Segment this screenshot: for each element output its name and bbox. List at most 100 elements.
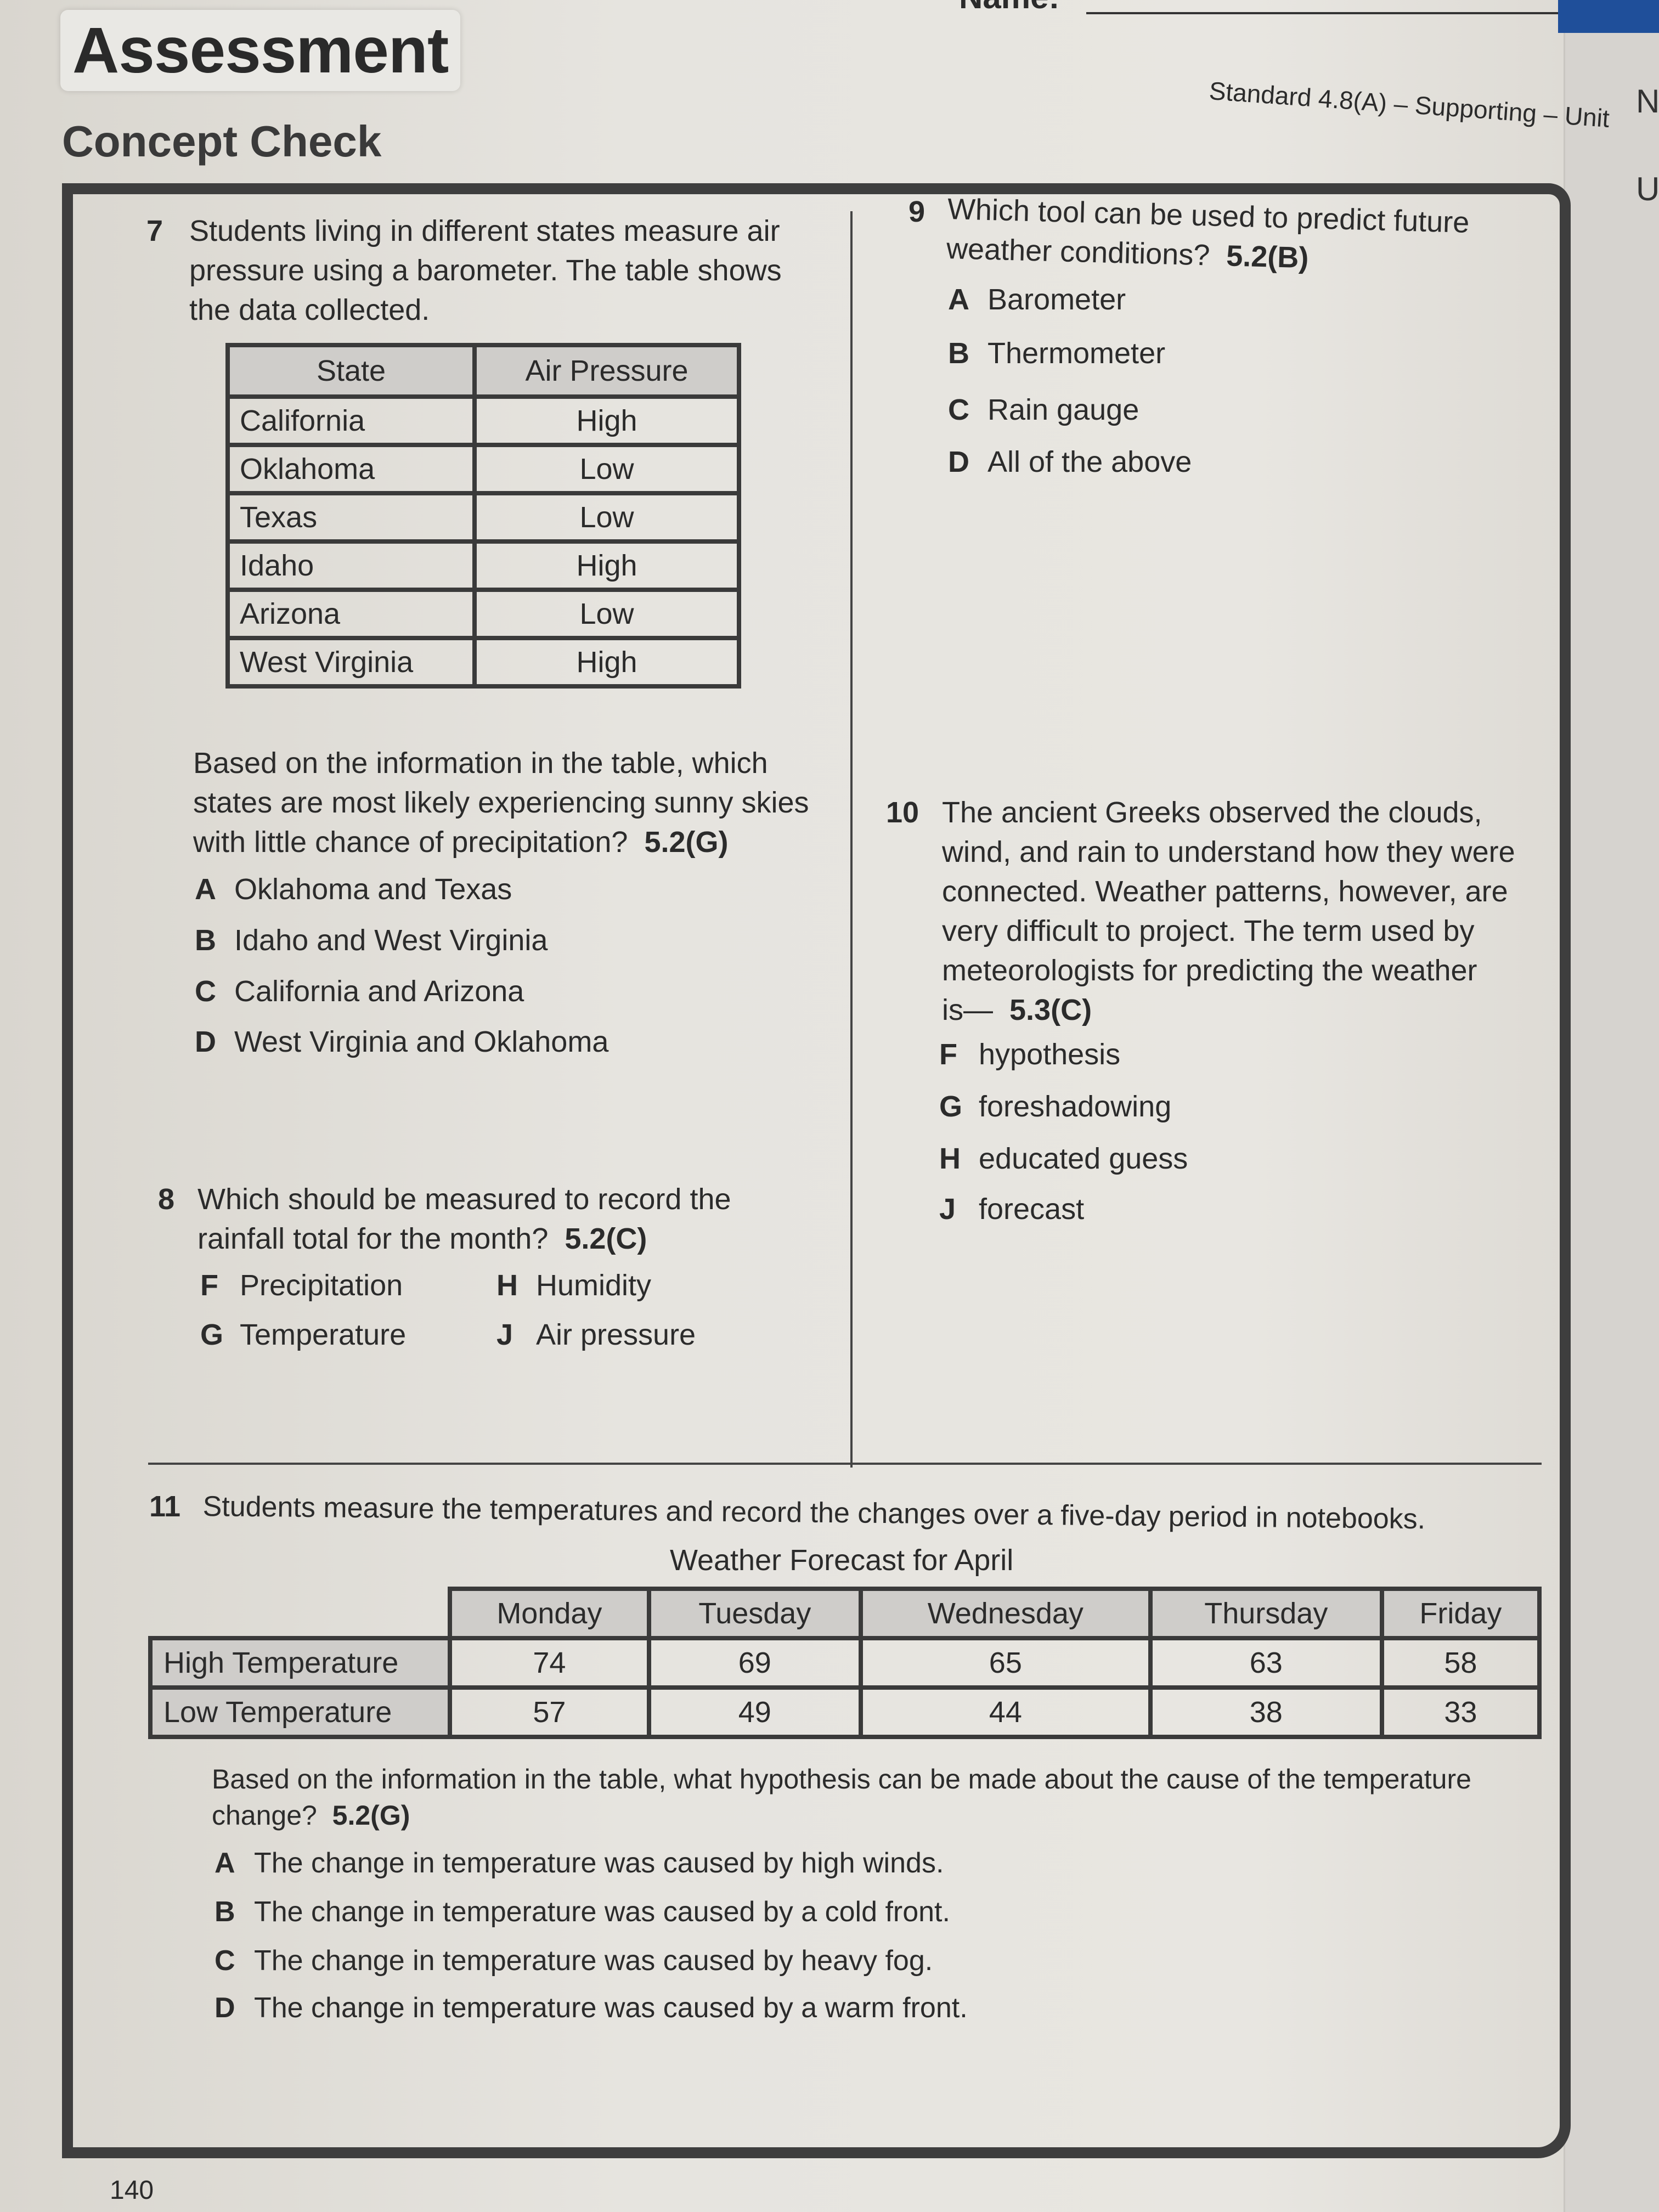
option-text: California and Arizona xyxy=(234,975,524,1008)
option-letter: H xyxy=(939,1142,961,1175)
question-7-prompt: Based on the information in the table, w… xyxy=(193,743,809,862)
temperature-cell: 38 xyxy=(1148,1685,1384,1739)
option-text: Thermometer xyxy=(988,337,1166,370)
text-line: Based on the information in the table, w… xyxy=(212,1764,1471,1795)
column-header: State xyxy=(225,343,477,399)
option-letter: A xyxy=(948,283,969,316)
option-letter: D xyxy=(195,1025,216,1058)
answer-option[interactable]: G Temperature xyxy=(200,1318,406,1352)
text-line: Students living in different states meas… xyxy=(189,215,780,247)
standard-code: 5.2(C) xyxy=(565,1222,647,1255)
answer-option[interactable]: B Thermometer xyxy=(948,336,1165,370)
answer-option[interactable]: C The change in temperature was caused by… xyxy=(215,1944,933,1977)
air-pressure-table: State Air Pressure California High Oklahom… xyxy=(225,343,741,689)
standard-code: 5.2(G) xyxy=(332,1800,410,1831)
option-letter: G xyxy=(200,1318,224,1351)
answer-option[interactable]: D All of the above xyxy=(948,445,1192,479)
state-cell: California xyxy=(225,394,477,447)
column-header: Friday xyxy=(1379,1587,1542,1640)
question-10-text: The ancient Greeks observed the clouds, … xyxy=(942,793,1515,1030)
adjacent-page xyxy=(1564,0,1659,2212)
column-header: Thursday xyxy=(1148,1587,1384,1640)
table-row: California High xyxy=(225,394,741,447)
state-cell: Oklahoma xyxy=(225,443,477,495)
option-letter: D xyxy=(215,1992,235,2024)
option-text: Barometer xyxy=(988,283,1126,316)
answer-option[interactable]: F Precipitation xyxy=(200,1268,403,1302)
standard-code: 5.2(B) xyxy=(1226,239,1310,275)
question-number: 10 xyxy=(886,796,919,829)
answer-option[interactable]: A Barometer xyxy=(948,283,1126,317)
state-cell: Idaho xyxy=(225,539,477,592)
answer-option[interactable]: A Oklahoma and Texas xyxy=(195,872,512,906)
text-line: Based on the information in the table, w… xyxy=(193,747,768,780)
page-title: Assessment xyxy=(60,10,461,91)
standard-code: 5.2(G) xyxy=(644,826,729,859)
answer-option[interactable]: B Idaho and West Virginia xyxy=(195,923,548,957)
text-line: weather conditions? xyxy=(946,232,1211,272)
answer-option[interactable]: D West Virginia and Oklahoma xyxy=(195,1025,608,1059)
text-line: very difficult to project. The term used… xyxy=(942,915,1475,947)
option-letter: A xyxy=(195,873,216,906)
column-divider xyxy=(850,211,853,1468)
temperature-cell: 44 xyxy=(858,1685,1153,1739)
option-letter: D xyxy=(948,445,969,478)
name-input-line[interactable] xyxy=(1086,12,1558,14)
side-letter: N xyxy=(1636,83,1659,120)
temperature-cell: 65 xyxy=(858,1636,1153,1690)
option-text: Idaho and West Virginia xyxy=(234,924,548,957)
text-line: pressure using a barometer. The table sh… xyxy=(189,254,782,287)
pressure-cell: High xyxy=(472,394,741,447)
text-line: rainfall total for the month? xyxy=(198,1222,549,1255)
questions-frame xyxy=(62,183,1571,2158)
weather-forecast-table: Monday Tuesday Wednesday Thursday Friday… xyxy=(148,1587,1542,1739)
column-header: Air Pressure xyxy=(472,343,741,399)
row-label: Low Temperature xyxy=(148,1685,452,1739)
table-row: Low Temperature 57 49 44 38 33 xyxy=(148,1685,1542,1739)
answer-option[interactable]: A The change in temperature was caused by… xyxy=(215,1847,944,1880)
binder-cover xyxy=(1558,0,1659,33)
row-divider xyxy=(148,1463,1542,1465)
side-letter: U xyxy=(1636,171,1659,207)
row-label: High Temperature xyxy=(148,1636,452,1690)
option-text: Humidity xyxy=(536,1269,652,1302)
option-text: Precipitation xyxy=(240,1269,403,1302)
option-text: Air pressure xyxy=(536,1318,696,1351)
option-text: educated guess xyxy=(979,1142,1188,1175)
option-letter: J xyxy=(496,1318,514,1351)
answer-option[interactable]: C California and Arizona xyxy=(195,974,524,1008)
question-8-text: Which should be measured to record the r… xyxy=(198,1180,731,1259)
option-letter: C xyxy=(948,393,969,426)
table-row: Texas Low xyxy=(225,491,741,544)
empty-header-cell xyxy=(150,1589,450,1638)
table-row: High Temperature 74 69 65 63 58 xyxy=(148,1636,1542,1690)
option-text: West Virginia and Oklahoma xyxy=(234,1025,609,1058)
answer-option[interactable]: B The change in temperature was caused by… xyxy=(215,1895,950,1928)
question-number: 7 xyxy=(146,215,163,247)
text-line: wind, and rain to understand how they we… xyxy=(942,836,1515,868)
temperature-cell: 74 xyxy=(448,1636,651,1690)
answer-option[interactable]: D The change in temperature was caused by… xyxy=(215,1991,968,2024)
answer-option[interactable]: J Air pressure xyxy=(496,1318,696,1352)
text-line: with little chance of precipitation? xyxy=(193,826,628,859)
question-number: 9 xyxy=(909,195,926,228)
answer-option[interactable]: H Humidity xyxy=(496,1268,651,1302)
state-cell: Texas xyxy=(225,491,477,544)
option-text: Temperature xyxy=(240,1318,407,1351)
option-text: Rain gauge xyxy=(988,393,1139,426)
question-11-prompt: Based on the information in the table, w… xyxy=(212,1761,1471,1833)
column-header: Monday xyxy=(448,1587,651,1640)
option-letter: C xyxy=(215,1945,235,1977)
option-text: forecast xyxy=(979,1193,1085,1226)
option-letter: F xyxy=(200,1269,218,1302)
text-line: states are most likely experiencing sunn… xyxy=(193,786,809,819)
option-text: foreshadowing xyxy=(979,1090,1172,1123)
answer-option[interactable]: C Rain gauge xyxy=(948,393,1139,427)
option-letter: F xyxy=(939,1038,957,1071)
option-letter: J xyxy=(939,1193,956,1226)
temperature-cell: 63 xyxy=(1148,1636,1384,1690)
